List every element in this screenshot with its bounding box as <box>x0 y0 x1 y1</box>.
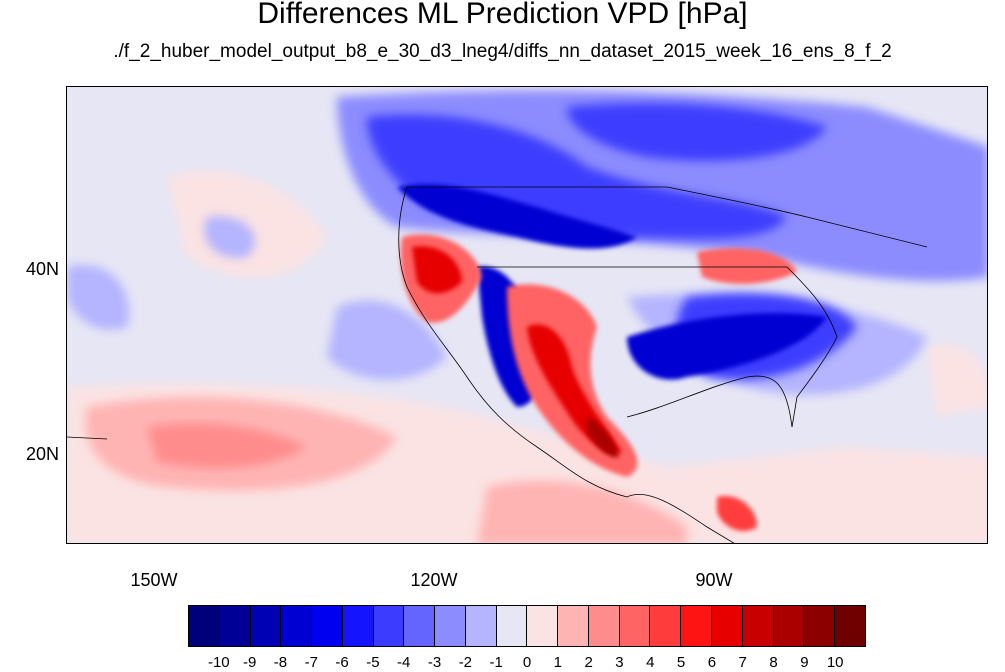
map-field <box>67 87 987 543</box>
colorbar-swatch <box>219 606 251 646</box>
colorbar-swatch <box>558 606 589 646</box>
colorbar-tick-label: 8 <box>769 654 778 671</box>
colorbar-tick-label: 5 <box>676 654 686 671</box>
colorbar-tick-label: 10 <box>826 654 844 671</box>
colorbar-swatch <box>588 606 620 646</box>
colorbar-tick-label: -6 <box>335 654 349 671</box>
colorbar-swatch <box>404 606 436 646</box>
colorbar-swatch <box>527 606 559 646</box>
lon-label-150w: 150W <box>130 570 178 590</box>
colorbar <box>188 605 866 647</box>
map-title: Differences ML Prediction VPD [hPa] <box>257 0 748 30</box>
colorbar-swatch <box>496 606 528 646</box>
colorbar-swatch <box>835 606 865 646</box>
colorbar-swatch <box>373 606 405 646</box>
colorbar-swatch <box>742 606 774 646</box>
colorbar-swatch <box>804 606 836 646</box>
colorbar-tick-label: 7 <box>738 654 747 671</box>
colorbar-tick-label: -1 <box>489 654 503 671</box>
lat-label-40n: 40N <box>26 259 60 279</box>
colorbar-swatch <box>281 606 313 646</box>
colorbar-swatch <box>435 606 466 646</box>
colorbar-tick-label: 2 <box>584 654 593 671</box>
colorbar-tick-label: 9 <box>800 654 809 671</box>
colorbar-swatch <box>712 606 743 646</box>
colorbar-tick-label: -9 <box>242 654 257 671</box>
colorbar-tick-label: 3 <box>615 654 624 671</box>
colorbar-swatch <box>681 606 713 646</box>
colorbar-swatch <box>189 606 220 646</box>
colorbar-tick-label: -5 <box>366 654 380 671</box>
colorbar-tick-label: 0 <box>522 654 532 671</box>
lon-label-90w: 90W <box>695 570 733 590</box>
colorbar-swatch <box>619 606 651 646</box>
colorbar-swatch <box>650 606 682 646</box>
colorbar-swatch <box>342 606 374 646</box>
colorbar-swatch <box>465 606 497 646</box>
colorbar-swatch <box>250 606 282 646</box>
colorbar-tick-label: -10 <box>207 654 230 671</box>
colorbar-swatch <box>312 606 343 646</box>
vpd-difference-map <box>66 86 988 544</box>
lat-label-20n: 20N <box>26 444 60 464</box>
map-subtitle: ./f_2_huber_model_output_b8_e_30_d3_lneg… <box>113 41 892 62</box>
lon-label-120w: 120W <box>410 570 458 590</box>
colorbar-tick-label: 1 <box>553 654 562 671</box>
colorbar-tick-label: 6 <box>707 654 717 671</box>
colorbar-tick-label: -7 <box>304 654 318 671</box>
colorbar-tick-label: -2 <box>458 654 473 671</box>
colorbar-tick-label: -4 <box>397 654 411 671</box>
colorbar-swatch <box>773 606 805 646</box>
colorbar-tick-label: -8 <box>273 654 288 671</box>
colorbar-tick-label: 4 <box>646 654 655 671</box>
colorbar-tick-label: -3 <box>427 654 442 671</box>
